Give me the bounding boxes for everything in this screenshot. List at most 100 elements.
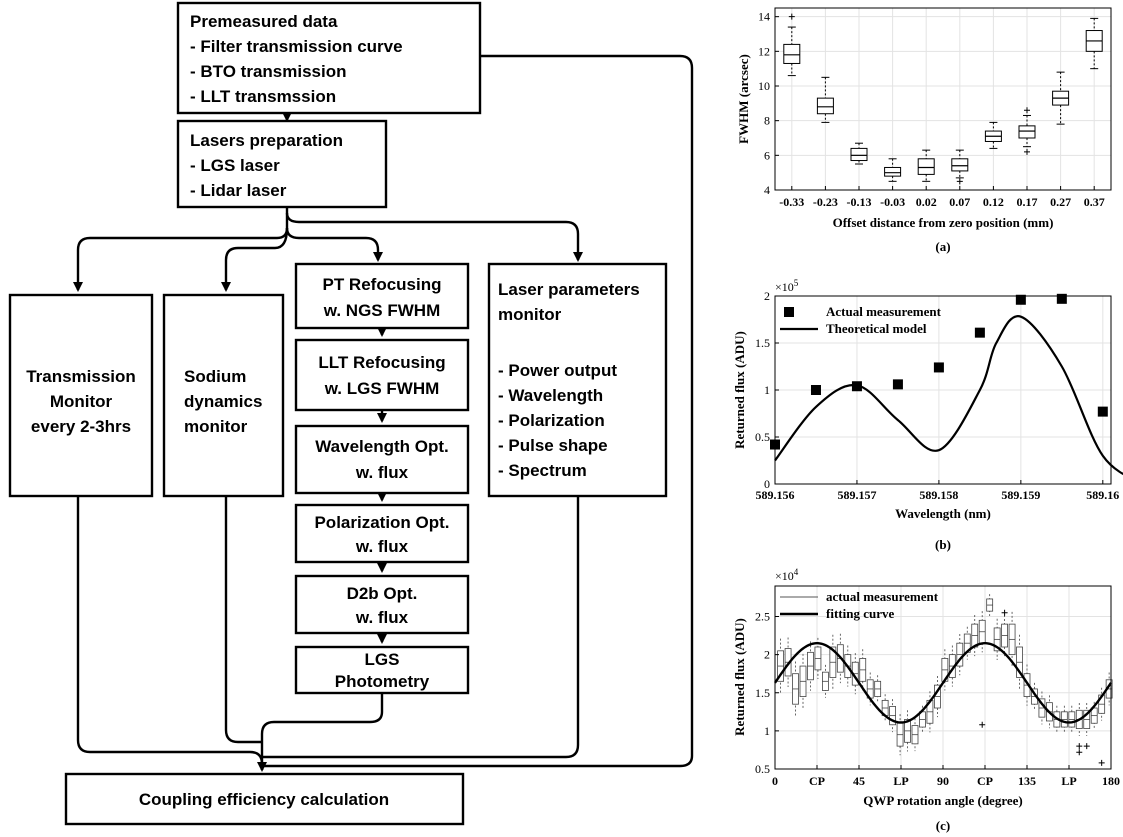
laser-params-title: monitor bbox=[498, 305, 562, 324]
boxplot bbox=[814, 637, 822, 680]
y-tick-label: 2 bbox=[764, 289, 770, 303]
x-tick-label: -0.23 bbox=[813, 195, 838, 209]
transmission-monitor-box: Transmission Monitor every 2-3hrs bbox=[8, 293, 154, 498]
boxplot bbox=[951, 149, 969, 185]
x-tick-label: 0.12 bbox=[983, 195, 1004, 209]
y-tick-label: 0.5 bbox=[755, 762, 770, 776]
box bbox=[783, 43, 801, 64]
chart-a-panel-label: (a) bbox=[935, 239, 950, 254]
y-tick-label: 2 bbox=[764, 648, 770, 662]
boxplot bbox=[986, 594, 994, 617]
chart-a-xlabel: Offset distance from zero position (mm) bbox=[833, 215, 1054, 230]
chart-c-legend: actual measurement fitting curve bbox=[780, 589, 939, 621]
legend-item: fitting curve bbox=[826, 606, 894, 621]
y-tick-label: 12 bbox=[758, 44, 770, 58]
boxplot bbox=[884, 158, 902, 182]
outlier-marker bbox=[1024, 148, 1030, 155]
box bbox=[917, 158, 935, 175]
boxplot bbox=[816, 76, 834, 123]
premeasured-item: - LLT transmssion bbox=[190, 87, 336, 106]
d2b-opt-box: D2b Opt. w. flux bbox=[294, 574, 470, 635]
outlier-marker bbox=[1076, 743, 1083, 750]
boxplot bbox=[792, 661, 799, 717]
chart-b-exponent: ×105 bbox=[775, 278, 799, 294]
lasers-item: - Lidar laser bbox=[190, 181, 287, 200]
x-tick-label: CP bbox=[809, 774, 825, 788]
wavelength-opt-box: Wavelength Opt. w. flux bbox=[294, 424, 470, 495]
boxplot bbox=[934, 675, 941, 718]
polarization-line: w. flux bbox=[355, 537, 409, 556]
llt-refocusing-box: LLT Refocusing w. LGS FWHM bbox=[294, 338, 470, 412]
d2b-line: w. flux bbox=[355, 608, 409, 627]
x-tick-label: 180 bbox=[1102, 774, 1120, 788]
legend-square-marker bbox=[784, 307, 794, 317]
chart-c-qwp-flux: 0.5 1 1.5 2 2.5 0 CP 45 LP 90 CP 135 LP 180 ×104 actu… bbox=[732, 567, 1120, 833]
measurement-point bbox=[933, 362, 944, 373]
boxplot bbox=[971, 614, 979, 657]
chart-c-panel-label: (c) bbox=[936, 818, 950, 833]
x-tick-label: -0.33 bbox=[779, 195, 804, 209]
x-tick-label: 589.158 bbox=[919, 488, 958, 502]
chart-c-exponent: ×104 bbox=[775, 567, 799, 583]
outlier-marker bbox=[956, 178, 963, 185]
x-tick-label: 135 bbox=[1018, 774, 1036, 788]
y-tick-label: 1.5 bbox=[755, 686, 770, 700]
boxplot bbox=[1016, 634, 1023, 690]
boxplot bbox=[822, 664, 829, 698]
outlier-marker bbox=[979, 721, 986, 728]
chart-b-legend: Actual measurement Theoretical model bbox=[780, 304, 942, 336]
legend-item: actual measurement bbox=[826, 589, 939, 604]
sodium-dynamics-box: Sodium dynamics monitor bbox=[162, 293, 285, 498]
boxplot bbox=[917, 149, 935, 182]
y-tick-label: 10 bbox=[758, 79, 770, 93]
pt-line: PT Refocusing bbox=[322, 275, 441, 294]
y-tick-label: 0 bbox=[764, 477, 770, 491]
boxplot bbox=[777, 638, 784, 694]
boxplot bbox=[993, 618, 1001, 660]
boxplot bbox=[874, 675, 882, 703]
premeasured-item: - Filter transmission curve bbox=[190, 37, 403, 56]
lgs-photometry-box: LGS Photometry bbox=[294, 645, 470, 695]
x-tick-label: 589.157 bbox=[837, 488, 876, 502]
x-tick-label: -0.13 bbox=[847, 195, 872, 209]
boxplot bbox=[904, 710, 911, 752]
line-sodium-to-coupling bbox=[224, 496, 262, 744]
polarization-line: Polarization Opt. bbox=[314, 513, 449, 532]
y-tick-label: 8 bbox=[764, 114, 770, 128]
outlier-marker bbox=[1024, 107, 1030, 114]
y-tick-label: 2.5 bbox=[755, 610, 770, 624]
boxplot bbox=[956, 634, 964, 676]
measurement-point bbox=[1056, 293, 1067, 304]
premeasured-item: - BTO transmission bbox=[190, 62, 347, 81]
premeasured-title: Premeasured data bbox=[190, 12, 338, 31]
y-tick-label: 1.5 bbox=[755, 336, 770, 350]
arrow-lasers-to-laser-params bbox=[285, 212, 584, 263]
x-tick-label: 0 bbox=[772, 774, 778, 788]
x-tick-label: 0.27 bbox=[1050, 195, 1071, 209]
line-laser-params-to-coupling bbox=[262, 496, 580, 759]
boxplot bbox=[850, 142, 868, 165]
transmission-line: every 2-3hrs bbox=[31, 417, 131, 436]
laser-params-item: - Polarization bbox=[498, 411, 605, 430]
laser-parameters-box: Laser parameters monitor - Power output … bbox=[487, 262, 668, 498]
lasers-item: - LGS laser bbox=[190, 156, 280, 175]
chart-a-frame bbox=[774, 7, 1112, 191]
boxplot bbox=[783, 13, 801, 77]
boxplot bbox=[1052, 71, 1070, 125]
y-tick-label: 14 bbox=[758, 10, 770, 24]
y-tick-label: 4 bbox=[764, 183, 770, 197]
laser-params-item: - Wavelength bbox=[498, 386, 603, 405]
box bbox=[850, 147, 868, 162]
sodium-line: Sodium bbox=[184, 367, 246, 386]
y-tick-label: 1 bbox=[764, 383, 770, 397]
outlier-marker bbox=[1001, 609, 1008, 616]
x-tick-label: CP bbox=[977, 774, 993, 788]
coupling-efficiency-box: Coupling efficiency calculation bbox=[64, 772, 465, 826]
boxplot bbox=[896, 714, 904, 756]
coupling-label: Coupling efficiency calculation bbox=[139, 790, 389, 809]
box bbox=[1018, 125, 1036, 139]
boxplot bbox=[978, 611, 986, 653]
wavelength-line: w. flux bbox=[355, 463, 409, 482]
pt-line: w. NGS FWHM bbox=[323, 301, 440, 320]
boxplot bbox=[984, 121, 1002, 149]
